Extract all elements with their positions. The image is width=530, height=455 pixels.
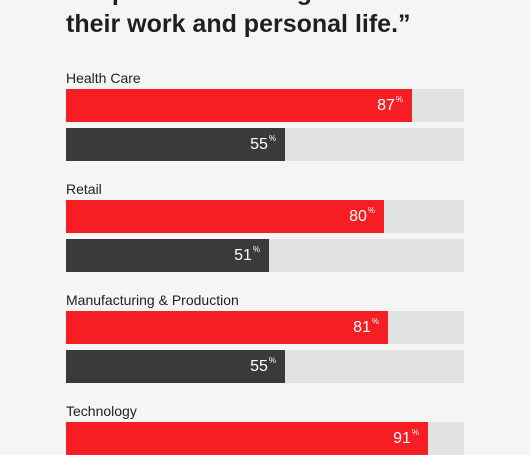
bar-track: 91% — [66, 422, 464, 455]
bar-track: 55% — [66, 128, 464, 161]
category-label: Health Care — [66, 70, 141, 86]
bar-track: 80% — [66, 200, 464, 233]
data-label: 55% — [250, 134, 276, 153]
chart-title: People are encouraged to balance their w… — [66, 0, 506, 40]
bar-track: 55% — [66, 350, 464, 383]
bar — [66, 128, 285, 161]
title-line-2: their work and personal life.” — [66, 10, 411, 38]
category-label: Technology — [66, 403, 137, 419]
data-label: 80% — [349, 206, 375, 225]
bar — [66, 311, 388, 344]
category-label: Manufacturing & Production — [66, 292, 239, 308]
data-label: 51% — [234, 245, 260, 264]
bar — [66, 350, 285, 383]
bar-track: 81% — [66, 311, 464, 344]
bar — [66, 200, 384, 233]
data-label: 81% — [353, 317, 379, 336]
category-label: Retail — [66, 181, 102, 197]
bar — [66, 89, 412, 122]
data-label: 55% — [250, 356, 276, 375]
bar-track: 87% — [66, 89, 464, 122]
data-label: 91% — [393, 428, 419, 447]
title-line-1: People are encouraged to balance — [66, 0, 506, 8]
bar-track: 51% — [66, 239, 464, 272]
bar — [66, 239, 269, 272]
data-label: 87% — [377, 95, 403, 114]
